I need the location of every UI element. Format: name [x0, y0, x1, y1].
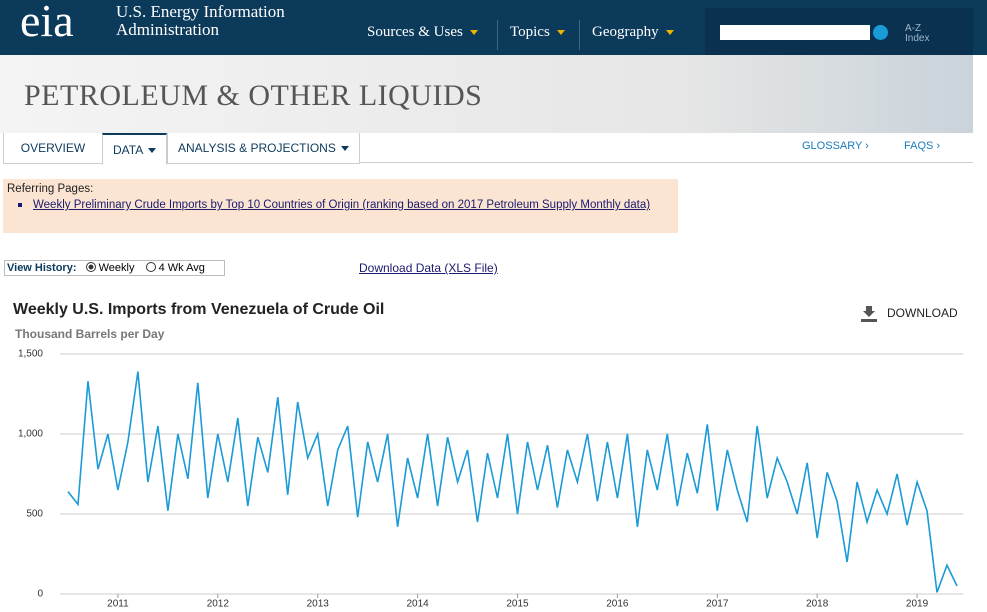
chart-title: Weekly U.S. Imports from Venezuela of Cr…	[13, 301, 384, 318]
search-button[interactable]	[873, 25, 888, 40]
tab[interactable]: OVERVIEW	[3, 133, 103, 164]
x-tick-label: 2013	[307, 599, 330, 610]
download-data-link[interactable]: Download Data (XLS File)	[359, 261, 498, 275]
x-tick-label: 2019	[906, 599, 929, 610]
view-label: View History:	[7, 262, 77, 274]
y-tick-label: 1,000	[18, 429, 43, 440]
x-tick-label: 2014	[406, 599, 429, 610]
tab[interactable]: ANALYSIS & PROJECTIONS	[167, 133, 360, 164]
x-tick-label: 2015	[506, 599, 529, 610]
radio[interactable]	[85, 262, 96, 272]
chart-subtitle: Thousand Barrels per Day	[15, 327, 165, 341]
x-tick-label: 2018	[806, 599, 829, 610]
nav-item[interactable]: Sources & Uses	[367, 24, 478, 41]
link[interactable]: FAQS ›	[904, 140, 941, 152]
download-icon	[861, 306, 877, 322]
radio[interactable]	[145, 262, 156, 272]
nav-item[interactable]: Topics	[510, 24, 565, 41]
y-tick-label: 500	[26, 509, 43, 520]
x-tick-label: 2012	[207, 599, 230, 610]
y-tick-label: 0	[37, 589, 43, 600]
index-text: Index	[905, 33, 930, 44]
nav-text: Geography	[592, 24, 659, 40]
search-box[interactable]	[720, 25, 870, 40]
radio-label: Weekly	[98, 262, 135, 274]
x-tick-label: 2016	[606, 599, 629, 610]
header: eia U.S. Energy Information Administratio…	[0, 0, 987, 55]
banner-title: PETROLEUM & OTHER LIQUIDS	[24, 79, 483, 112]
download-text: DOWNLOAD	[887, 306, 958, 320]
nav-text: Sources & Uses	[367, 24, 463, 40]
radio-label: 4 Wk Avg	[158, 262, 205, 274]
link[interactable]: GLOSSARY ›	[802, 140, 869, 152]
chart: Weekly U.S. Imports from Venezuela of Cr…	[13, 301, 963, 610]
tab[interactable]: DATA	[102, 133, 168, 165]
referring-box: Referring Pages: Weekly Preliminary Crud…	[3, 179, 678, 233]
referring-link[interactable]: Weekly Preliminary Crude Imports by Top …	[33, 199, 651, 211]
tab-text: DATA	[113, 143, 144, 157]
org-line: U.S. Energy Information	[116, 2, 285, 21]
x-tick-label: 2017	[706, 599, 729, 610]
download-button[interactable]: DOWNLOAD	[861, 306, 958, 322]
nav-item[interactable]: Geography	[592, 24, 674, 41]
az-index[interactable]: A-Z Index	[905, 24, 929, 44]
logo[interactable]: eia	[20, 0, 74, 46]
az-text: A-Z	[905, 23, 922, 34]
view-history: View History: Weekly 4 Wk Avg	[4, 260, 225, 276]
org-line: Administration	[116, 20, 219, 39]
y-tick-label: 1,500	[18, 349, 43, 360]
nav-text: Topics	[510, 24, 550, 40]
referring-label: Referring Pages:	[7, 183, 94, 195]
x-tick-label: 2011	[107, 599, 129, 610]
banner: PETROLEUM & OTHER LIQUIDS	[0, 55, 973, 133]
tab-text: ANALYSIS & PROJECTIONS	[178, 141, 336, 155]
data-line	[67, 371, 958, 593]
org-name: U.S. Energy Information Administration	[116, 3, 285, 39]
